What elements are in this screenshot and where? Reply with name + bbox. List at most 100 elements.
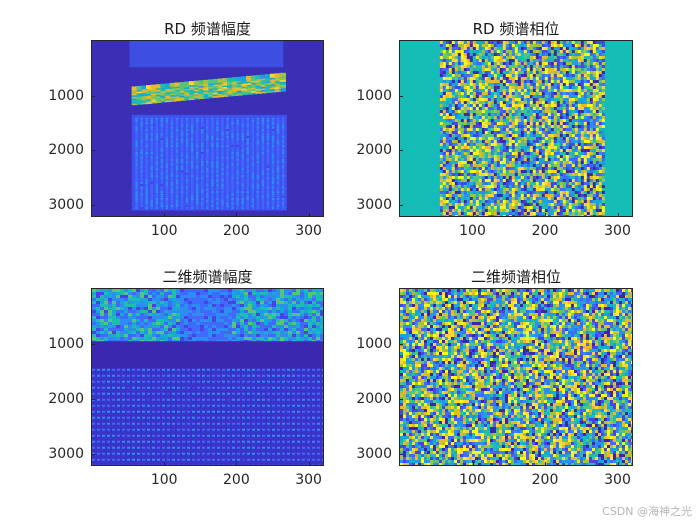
heatmap-cell (499, 194, 503, 197)
heatmap-cell (469, 89, 473, 92)
heatmap-cell (478, 41, 482, 44)
heatmap-cell (559, 119, 563, 122)
heatmap-cell (195, 129, 199, 132)
heatmap-cell (281, 168, 285, 171)
heatmap-cell (490, 152, 494, 155)
heatmap-cell (493, 146, 497, 149)
heatmap-cell (511, 101, 515, 104)
heatmap-cell (481, 161, 485, 164)
heatmap-cell (589, 209, 593, 212)
heatmap-cell (248, 292, 252, 295)
heatmap-cell (547, 176, 551, 179)
heatmap-cell (493, 95, 497, 98)
heatmap-cell (520, 143, 524, 146)
heatmap-cell (170, 138, 174, 141)
heatmap-cell (523, 131, 527, 134)
heatmap-cell (168, 298, 172, 301)
heatmap-cell (100, 298, 104, 301)
heatmap-cell (160, 202, 164, 205)
heatmap-cell (565, 110, 569, 113)
heatmap-cell (454, 161, 458, 164)
heatmap-cell (150, 126, 153, 129)
heatmap-cell (529, 47, 533, 50)
heatmap-cell (517, 197, 521, 200)
heatmap-cell (226, 163, 229, 166)
heatmap-cell (469, 191, 473, 194)
heatmap-cell (589, 95, 593, 98)
heatmap-cell (532, 131, 536, 134)
heatmap-cell (155, 172, 159, 175)
heatmap-cell (231, 202, 234, 205)
heatmap-cell (568, 98, 572, 101)
heatmap-cell (216, 289, 220, 292)
heatmap-cell (484, 110, 488, 113)
heatmap-cell (442, 89, 446, 92)
heatmap-cell (135, 165, 138, 168)
heatmap-cell (201, 186, 204, 189)
heatmap-cell (553, 209, 557, 212)
heatmap-cell (502, 119, 506, 122)
heatmap-cell (589, 50, 593, 53)
heatmap-cell (538, 176, 542, 179)
heatmap-cell (523, 65, 527, 68)
heatmap-cell (463, 215, 467, 216)
heatmap-cell (598, 209, 602, 212)
heatmap-cell (180, 140, 184, 143)
heatmap-cell (457, 200, 461, 203)
heatmap-cell (195, 195, 199, 198)
heatmap-cell (472, 131, 476, 134)
heatmap-cell (556, 161, 560, 164)
heatmap-cell (514, 131, 518, 134)
heatmap-cell (523, 41, 527, 44)
heatmap-cell (547, 86, 551, 89)
heatmap-cell (160, 292, 164, 295)
heatmap-cell (478, 161, 482, 164)
heatmap-cell (583, 47, 587, 50)
heatmap-cell (499, 179, 503, 182)
heatmap-cell (226, 165, 229, 168)
heatmap-cell (559, 128, 563, 131)
heatmap-cell (547, 146, 551, 149)
heatmap-cell (487, 77, 491, 80)
heatmap-cell (547, 50, 551, 53)
heatmap-cell (256, 207, 260, 210)
heatmap-cell (475, 41, 479, 44)
heatmap-cell (523, 179, 527, 182)
heatmap-cell (508, 101, 512, 104)
heatmap-cell (216, 181, 219, 184)
heatmap-cell (180, 181, 184, 184)
heatmap-cell (571, 191, 575, 194)
heatmap-cell (176, 295, 180, 298)
heatmap-cell (487, 101, 491, 104)
heatmap-cell (568, 71, 572, 74)
heatmap-cell (520, 89, 524, 92)
heatmap-cell (541, 137, 545, 140)
heatmap-cell (236, 131, 239, 134)
heatmap-cell (155, 129, 159, 132)
heatmap-cell (568, 215, 572, 216)
heatmap-cell (451, 176, 455, 179)
heatmap-cell (520, 134, 524, 137)
heatmap-cell (571, 107, 575, 110)
heatmap-cell (466, 65, 470, 68)
heatmap-cell (595, 194, 599, 197)
heatmap-cell (580, 44, 584, 47)
heatmap-cell (445, 110, 449, 113)
heatmap-cell (463, 194, 467, 197)
heatmap-cell (211, 163, 214, 166)
heatmap-cell (472, 128, 476, 131)
heatmap-cell (589, 53, 593, 56)
heatmap-cell (598, 128, 602, 131)
heatmap-cell (135, 186, 138, 189)
heatmap-cell (195, 193, 199, 196)
heatmap-cell (520, 212, 524, 215)
heatmap-cell (523, 44, 527, 47)
heatmap-cell (236, 188, 239, 191)
heatmap-cell (595, 62, 599, 65)
heatmap-cell (556, 158, 560, 161)
heatmap-cell (499, 209, 503, 212)
heatmap-cell (180, 124, 184, 127)
heatmap-cell (544, 65, 548, 68)
heatmap-cell (499, 44, 503, 47)
heatmap-cell (316, 295, 320, 298)
